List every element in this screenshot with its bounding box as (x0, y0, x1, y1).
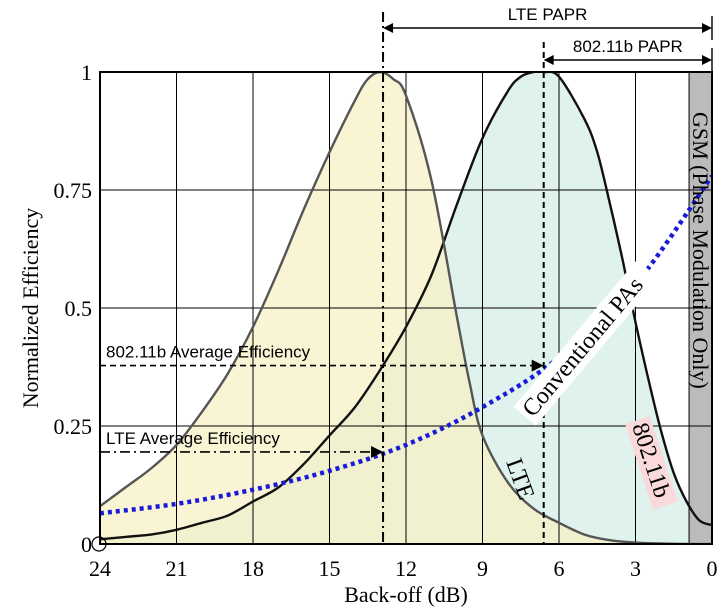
y-tick-label: 0.5 (65, 296, 93, 321)
y-tick-label: 0.25 (54, 414, 93, 439)
y-tick-label: 0 (81, 532, 92, 557)
x-tick-label: 6 (554, 556, 565, 581)
papr-arrowhead-left (383, 23, 394, 33)
plot-frame (99, 71, 713, 545)
origin-circle (91, 536, 107, 552)
x-tick-label: 15 (319, 556, 341, 581)
y-axis-label: Normalized Efficiency (18, 208, 43, 409)
papr-label: LTE PAPR (508, 5, 588, 24)
x-tick-label: 24 (89, 556, 111, 581)
x-tick-label: 0 (707, 556, 718, 581)
papr-arrowhead-right (702, 55, 712, 65)
average-efficiency-markers: LTE Average Efficiency 802.11b Average Ef… (100, 343, 544, 458)
avg-efficiency-arrowhead (371, 445, 384, 458)
gsm-band-label: GSM (Phase Modulation Only) (688, 112, 713, 389)
y-tick-label: 0.75 (54, 178, 93, 203)
grid-lines (100, 72, 712, 544)
peak-lines (382, 12, 545, 544)
avg-efficiency-arrowhead (531, 359, 544, 372)
papr-label: 802.11b PAPR (573, 37, 683, 56)
papr-arrowhead-left (543, 55, 554, 65)
x-tick-label: 9 (477, 556, 488, 581)
wifi-curve (100, 72, 712, 541)
conventional-label-highlight (513, 259, 660, 426)
papr-arrowhead-right (702, 23, 712, 33)
x-tick-label: 21 (166, 556, 188, 581)
x-tick-label: 18 (242, 556, 264, 581)
papr-annotations: LTE PAPR 802.11b PAPR (383, 5, 713, 72)
avg-efficiency-label: 802.11b Average Efficiency (106, 343, 311, 362)
avg-efficiency-label: LTE Average Efficiency (106, 429, 280, 448)
tick-labels: 24 21 18 15 12 9 6 3 0 0 0.25 0.5 0.75 1 (54, 60, 718, 581)
x-axis-label: Back-off (dB) (344, 582, 468, 607)
plot-border (99, 71, 713, 545)
x-tick-label: 3 (630, 556, 641, 581)
wifi-label-highlight (625, 416, 678, 510)
x-tick-label: 12 (395, 556, 417, 581)
lte-curve (100, 72, 712, 544)
series-outlines (100, 72, 712, 544)
y-tick-label: 1 (81, 60, 92, 85)
